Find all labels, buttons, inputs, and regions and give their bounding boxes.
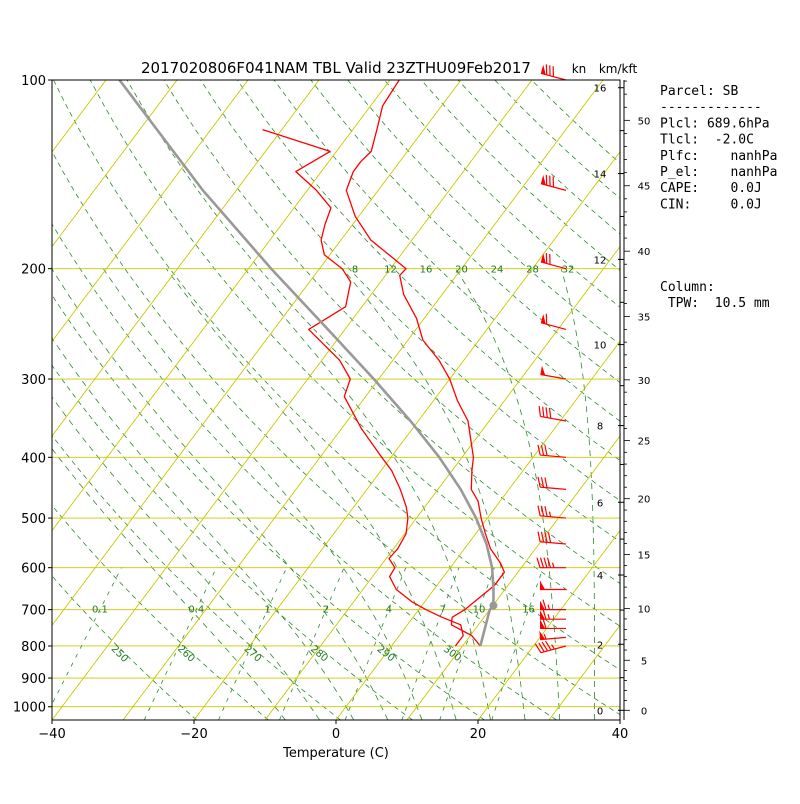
isotherm-label: 8: [352, 265, 358, 276]
kft-tick-label: 0: [641, 706, 647, 717]
x-axis-label: Temperature (C): [282, 746, 389, 761]
km-tick-label: 16: [594, 84, 607, 95]
km-tick-label: 14: [594, 170, 607, 181]
temperature-tick-label: 20: [470, 727, 487, 742]
kft-tick-label: 20: [638, 495, 651, 506]
temperature-tick-label: −20: [180, 727, 207, 742]
pressure-tick-label: 400: [21, 451, 46, 466]
chart-title: 2017020806F041NAM TBL Valid 23ZTHU09Feb2…: [141, 59, 531, 77]
kft-tick-label: 10: [638, 604, 651, 615]
mixing-ratio-label: 0.1: [92, 605, 108, 616]
kft-tick-label: 5: [641, 656, 647, 667]
kft-tick-label: 45: [638, 182, 651, 193]
km-tick-label: 2: [597, 640, 603, 651]
temperature-tick-label: −40: [38, 727, 65, 742]
km-tick-label: 10: [594, 341, 607, 352]
parcel-info-line: Tlcl: -2.0C: [660, 133, 754, 148]
kft-tick-label: 40: [638, 247, 651, 258]
isotherm-label: 28: [526, 265, 539, 276]
lcl-marker: [489, 602, 497, 610]
pressure-tick-label: 600: [21, 562, 46, 577]
km-tick-label: 12: [594, 255, 607, 266]
mixing-ratio-label: 7: [440, 605, 446, 616]
mixing-ratio-label: 10: [473, 605, 486, 616]
pressure-tick-label: 900: [21, 672, 46, 687]
isotherm-label: 16: [420, 265, 433, 276]
parcel-info-line: Plcl: 689.6hPa: [660, 116, 770, 131]
right-axis-unit-km-kft: km/kft: [599, 62, 638, 76]
km-tick-label: 4: [597, 571, 603, 582]
temperature-tick-label: 0: [332, 727, 340, 742]
kft-tick-label: 15: [638, 551, 651, 562]
kft-tick-label: 30: [638, 376, 651, 387]
column-info-line: Column:: [660, 280, 715, 295]
mixing-ratio-label: 0.4: [188, 605, 204, 616]
parcel-info-line: Plfc: nanhPa: [660, 149, 777, 164]
isotherm-label: 32: [562, 265, 575, 276]
mixing-ratio-label: 4: [386, 605, 392, 616]
parcel-info-line: Parcel: SB: [660, 84, 738, 99]
pressure-tick-label: 800: [21, 640, 46, 655]
column-info-line: TPW: 10.5 mm: [660, 296, 770, 311]
pressure-tick-label: 500: [21, 512, 46, 527]
parcel-info-line: CAPE: 0.0J: [660, 181, 762, 196]
kft-tick-label: 25: [638, 436, 651, 447]
pressure-tick-label: 700: [21, 604, 46, 619]
mixing-ratio-label: 1: [264, 605, 270, 616]
mixing-ratio-label: 16: [522, 605, 535, 616]
parcel-info-line: P_el: nanhPa: [660, 165, 777, 180]
kft-tick-label: 35: [638, 312, 651, 323]
kft-tick-label: 50: [638, 116, 651, 127]
isotherm-label: 20: [455, 265, 468, 276]
right-axis-unit-kn: kn: [572, 62, 587, 76]
pressure-tick-label: 1000: [13, 701, 46, 716]
mixing-ratio-label: 2: [323, 605, 329, 616]
parcel-info-line: CIN: 0.0J: [660, 197, 762, 212]
km-tick-label: 6: [597, 498, 603, 509]
temperature-tick-label: 40: [612, 727, 629, 742]
km-tick-label: 0: [597, 706, 603, 717]
pressure-tick-label: 200: [21, 263, 46, 278]
isotherm-label: 12: [384, 265, 397, 276]
pressure-tick-label: 100: [21, 74, 46, 89]
isotherm-label: 24: [491, 265, 504, 276]
pressure-tick-label: 300: [21, 373, 46, 388]
parcel-info-line: -------------: [660, 100, 762, 115]
km-tick-label: 8: [597, 422, 603, 433]
